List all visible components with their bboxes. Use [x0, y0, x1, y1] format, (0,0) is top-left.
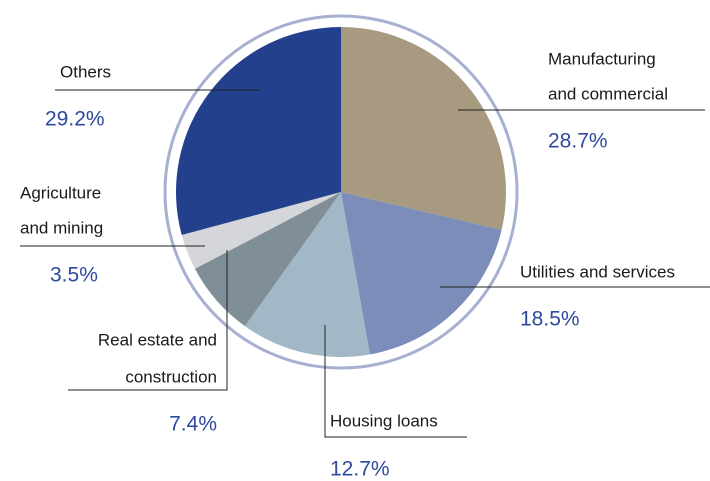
slice-label: Others [60, 62, 111, 81]
slice-value: 7.4% [169, 413, 217, 436]
slice-value: 29.2% [45, 108, 105, 131]
pie-slice [341, 192, 502, 355]
slice-label: Housing loans [330, 411, 438, 430]
slice-label: and commercial [548, 84, 668, 103]
slice-value: 12.7% [330, 458, 390, 481]
slice-value: 18.5% [520, 308, 580, 331]
pie-slice [176, 27, 341, 236]
slice-value: 3.5% [50, 264, 98, 287]
pie-ring [163, 14, 519, 370]
slice-label: construction [125, 367, 217, 386]
slice-label: Agriculture [20, 183, 101, 202]
slice-label: and mining [20, 218, 103, 237]
leader-line [324, 325, 467, 438]
pie-slice [244, 192, 370, 358]
leader-line [68, 250, 228, 391]
pie-slice [194, 192, 341, 327]
pie-slice [181, 192, 341, 269]
slice-value: 28.7% [548, 130, 608, 153]
slice-label: Real estate and [98, 330, 217, 349]
pie-slice [341, 27, 506, 231]
slice-label: Utilities and services [520, 262, 675, 281]
slice-label: Manufacturing [548, 49, 656, 68]
